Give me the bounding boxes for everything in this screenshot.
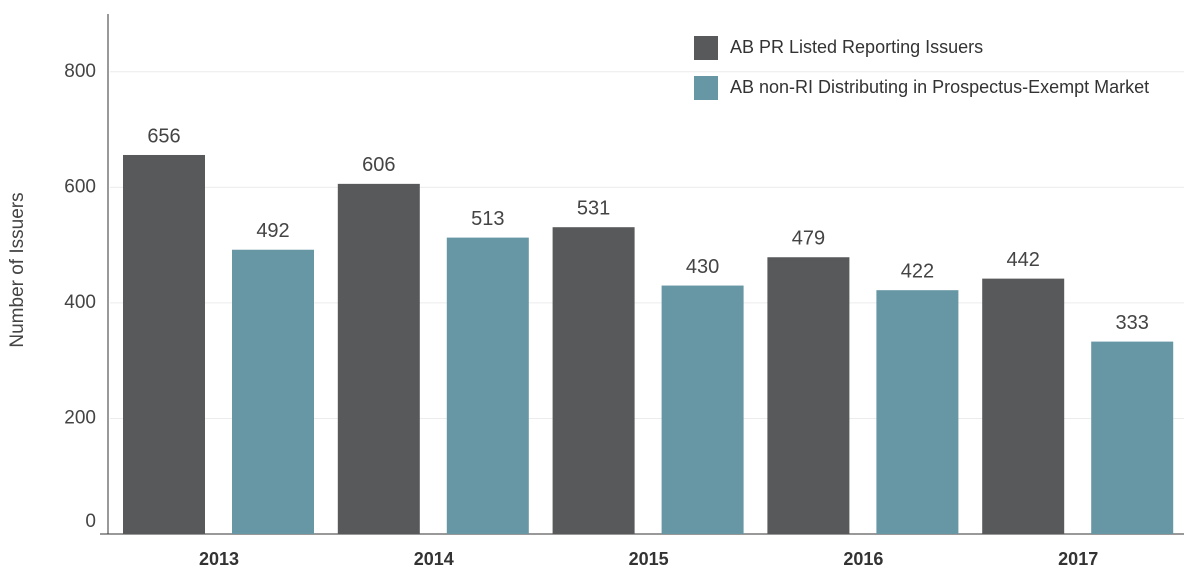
y-tick-label: 200 <box>64 407 96 428</box>
value-label: 442 <box>1007 249 1040 271</box>
bar <box>552 227 635 534</box>
y-tick-label: 400 <box>64 292 96 313</box>
y-tick-label: 800 <box>64 61 96 82</box>
y-tick-label: 600 <box>64 176 96 197</box>
legend-swatch <box>694 76 718 100</box>
value-label: 430 <box>686 256 719 278</box>
bar <box>1091 341 1174 534</box>
value-label: 333 <box>1116 312 1149 334</box>
value-label: 422 <box>901 260 934 282</box>
bar <box>982 278 1065 534</box>
legend-label: AB non-RI Distributing in Prospectus-Exe… <box>730 77 1149 97</box>
value-label: 492 <box>256 220 289 242</box>
bar <box>446 237 529 534</box>
bar <box>661 285 744 534</box>
bar <box>123 154 205 534</box>
x-tick-label: 2013 <box>199 549 239 568</box>
x-tick-label: 2015 <box>629 549 669 568</box>
legend-swatch <box>694 36 718 60</box>
bar <box>337 183 420 534</box>
value-label: 513 <box>471 208 504 230</box>
bar <box>232 249 314 534</box>
x-tick-label: 2017 <box>1058 549 1098 568</box>
y-axis-label: Number of Issuers <box>7 192 28 347</box>
bar <box>876 290 959 534</box>
x-tick-label: 2016 <box>843 549 883 568</box>
value-label: 606 <box>362 154 395 176</box>
value-label: 479 <box>792 228 825 250</box>
x-tick-label: 2014 <box>414 549 454 568</box>
bar <box>767 257 850 534</box>
value-label: 531 <box>577 197 610 219</box>
value-label: 656 <box>147 125 180 147</box>
legend-label: AB PR Listed Reporting Issuers <box>730 37 983 57</box>
y-tick-label: 0 <box>85 511 96 532</box>
